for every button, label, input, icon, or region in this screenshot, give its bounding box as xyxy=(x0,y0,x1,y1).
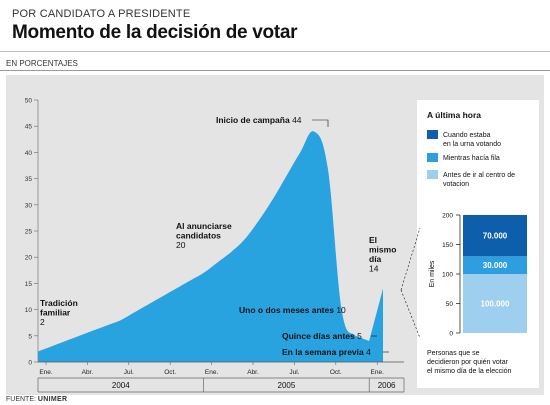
annotation-candidatos-line: Al anunciarse xyxy=(176,221,232,231)
sidebar-caption: Personas que se xyxy=(427,350,480,357)
bar-y-tick-label: 0 xyxy=(449,331,453,338)
bar-y-label: En miles xyxy=(429,260,436,287)
chart-kicker: POR CANDIDATO A PRESIDENTE xyxy=(12,8,191,20)
annotation-semana: En la semana previa 4 xyxy=(282,347,371,357)
annotation-quince: Quince días antes 5 xyxy=(282,331,362,341)
year-label: 2005 xyxy=(278,381,296,390)
x-tick-label: Jul. xyxy=(289,369,299,376)
y-tick-label: 0 xyxy=(28,360,32,367)
x-tick-label: Oct. xyxy=(164,369,176,376)
legend-swatch xyxy=(427,170,438,179)
annotation-tradicion-line: familiar xyxy=(40,308,71,318)
y-tick-label: 10 xyxy=(25,307,33,314)
bar-segment xyxy=(463,256,527,274)
y-tick-label: 5 xyxy=(28,333,32,340)
leader-campana xyxy=(312,119,329,127)
area-series xyxy=(38,131,383,362)
legend-swatch xyxy=(427,153,438,162)
sidebar-caption: el mismo día de la elección xyxy=(427,368,512,375)
annotation-candidatos-line: candidatos xyxy=(176,231,221,241)
source-line: FUENTE: UNIMER xyxy=(6,396,67,403)
annotation-campana: Inicio de campaña 44 xyxy=(216,115,302,125)
y-tick-label: 15 xyxy=(25,281,33,288)
annotation-tradicion-line: Tradición xyxy=(40,298,78,308)
annotation-tradicion-value: 2 xyxy=(40,317,45,327)
x-tick-label: Ene. xyxy=(371,369,385,376)
legend-label: en la urna votando xyxy=(443,141,501,148)
legend-label: Antes de ir al centro de xyxy=(443,172,515,179)
y-tick-label: 40 xyxy=(25,150,33,157)
bar-y-tick-label: 50 xyxy=(446,301,454,308)
bar-segment xyxy=(463,274,527,333)
annotation-meses: Uno o dos meses antes 10 xyxy=(239,305,346,315)
legend-label: Cuando estaba xyxy=(443,132,491,139)
bar-segment xyxy=(463,215,527,257)
bar-y-tick-label: 150 xyxy=(442,242,453,249)
annotation-mismo-dia-line: mismo xyxy=(369,245,396,255)
x-tick-label: Abr. xyxy=(247,369,259,376)
chart-title: Momento de la decisión de votar xyxy=(12,22,298,43)
source-label: FUENTE: xyxy=(6,396,36,403)
units-divider xyxy=(0,70,550,71)
bar-segment-label: 70.000 xyxy=(483,232,508,241)
y-tick-label: 20 xyxy=(25,255,33,262)
year-label: 2006 xyxy=(378,381,396,390)
sidebar-caption: decidieron por quién votar xyxy=(427,359,509,366)
units-label: EN PORCENTAJES xyxy=(6,59,78,68)
legend-swatch xyxy=(427,130,438,139)
bar-segment-label: 100.000 xyxy=(481,300,510,309)
bar-y-tick-label: 200 xyxy=(442,213,453,220)
legend-label: Mientras hacía fila xyxy=(443,155,500,162)
zoom-leader xyxy=(400,227,421,339)
y-tick-label: 30 xyxy=(25,202,33,209)
bar-y-tick-label: 100 xyxy=(442,272,453,279)
header-divider xyxy=(0,51,550,52)
x-tick-label: Jul. xyxy=(124,369,134,376)
annotation-candidatos-value: 20 xyxy=(176,240,186,250)
bar-segment-label: 30.000 xyxy=(483,261,508,270)
y-tick-label: 50 xyxy=(25,98,33,105)
x-tick-label: Oct. xyxy=(330,369,342,376)
legend-label: votacion xyxy=(443,181,469,188)
year-label: 2004 xyxy=(112,381,130,390)
x-tick-label: Ene. xyxy=(39,369,53,376)
x-tick-label: Ene. xyxy=(205,369,219,376)
annotation-mismo-dia-line: día xyxy=(369,254,382,264)
y-tick-label: 45 xyxy=(25,124,33,131)
annotation-mismo-dia-value: 14 xyxy=(369,264,379,274)
annotation-mismo-dia-line: El xyxy=(369,235,377,245)
source-name: UNIMER xyxy=(37,396,68,403)
sidebar-title: A última hora xyxy=(427,110,481,120)
y-tick-label: 25 xyxy=(25,229,33,236)
y-tick-label: 35 xyxy=(25,176,33,183)
x-tick-label: Abr. xyxy=(82,369,94,376)
